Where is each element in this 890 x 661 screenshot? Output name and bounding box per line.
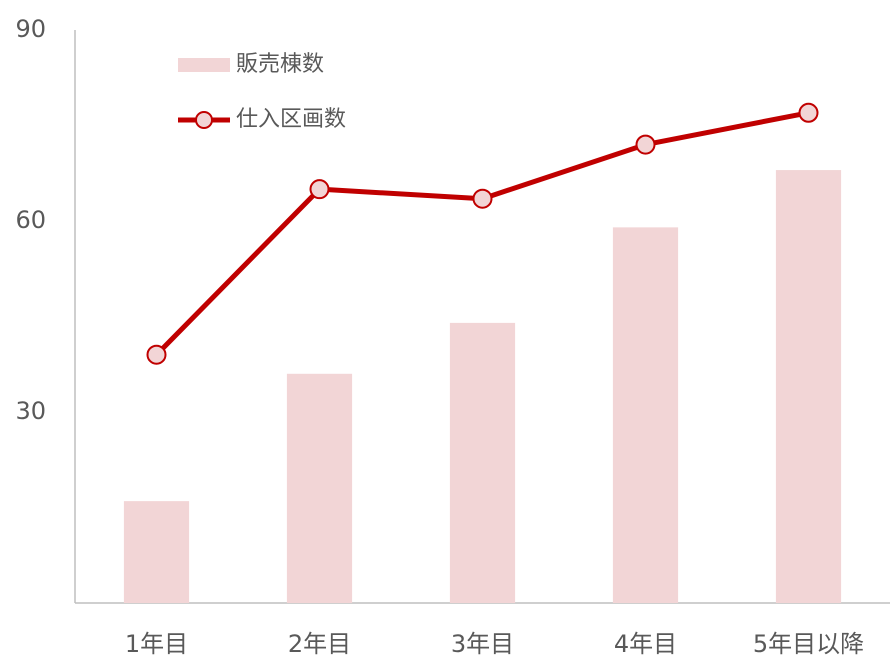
line-marker (309, 179, 330, 200)
x-tick-label: 4年目 (614, 630, 677, 658)
legend-swatch (178, 58, 230, 72)
y-tick-label: 60 (15, 206, 46, 234)
line-marker (472, 188, 493, 209)
legend-label: 販売棟数 (236, 52, 324, 77)
legend-label: 仕入区画数 (236, 107, 346, 132)
x-tick-label: 1年目 (125, 630, 188, 658)
line-marker (635, 134, 656, 155)
x-tick-label: 2年目 (288, 630, 351, 658)
bar (775, 170, 842, 604)
bar (123, 501, 190, 603)
line-marker (798, 102, 819, 123)
x-tick-label: 5年目以降 (753, 630, 864, 658)
y-tick-label: 90 (15, 15, 46, 43)
bar (612, 227, 679, 603)
y-tick-label: 30 (15, 397, 46, 425)
bar (449, 322, 516, 603)
legend-marker (195, 111, 213, 129)
x-tick-label: 3年目 (451, 630, 514, 658)
line (154, 110, 809, 357)
bar (286, 373, 353, 603)
line-marker (146, 344, 167, 365)
